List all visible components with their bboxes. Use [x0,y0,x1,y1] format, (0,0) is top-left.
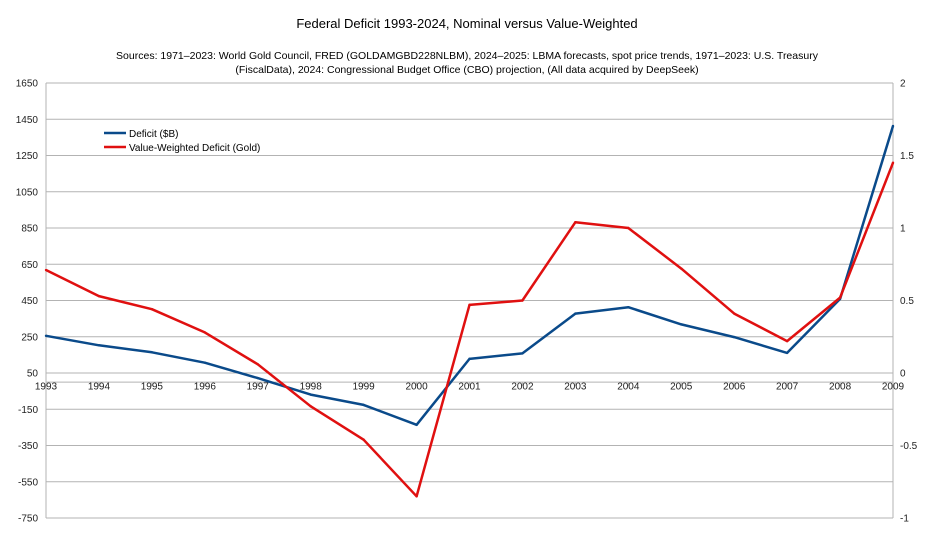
data-point [574,312,577,315]
y-right-tick-label: 2 [900,79,906,90]
y-left-tick-label: 1450 [16,115,39,126]
data-point [362,438,365,441]
data-point [521,352,524,355]
series-line-0 [45,125,895,427]
data-point [362,403,365,407]
axes: 1650 1450 1250 1050 850 650 450 250 50 -150 -350 -5… [16,79,918,525]
x-tick-label: 2007 [776,382,799,393]
data-point [97,294,101,298]
data-point [468,357,471,361]
x-tick-label: 2000 [405,382,428,393]
data-point [521,299,524,302]
x-tick-label: 2006 [723,382,746,393]
data-point [891,161,895,164]
data-point [44,334,48,338]
data-point [150,351,154,354]
y-right-tick-label: 1.5 [900,151,914,162]
y-right-tick-label: -0.5 [900,441,918,452]
x-tick-label: 1993 [35,382,58,393]
x-tick-label: 1998 [300,382,323,393]
data-point [680,267,683,270]
x-tick-label: 1997 [247,382,270,393]
legend: Deficit ($B) Value-Weighted Deficit (Gol… [104,129,260,154]
y-left-tick-label: -150 [18,405,38,416]
data-point [256,363,259,366]
data-point [309,393,312,396]
x-tick-label: 1994 [88,382,111,393]
y-right-tick-label: 0 [900,369,906,380]
x-tick-label: 1999 [353,382,376,393]
series-lines [44,124,895,498]
data-point [732,312,736,315]
y-left-tick-label: -750 [18,514,38,525]
y-left-tick-label: 1250 [16,151,39,162]
y-right-tick-label: -1 [900,514,909,525]
x-tick-label: 2008 [829,382,852,393]
data-point [627,306,630,309]
data-point [627,226,630,230]
y-right-tick-label: 0.5 [900,296,914,307]
x-tick-label: 2009 [882,382,905,393]
x-tick-label: 2005 [670,382,693,393]
data-point [150,308,154,311]
data-point [891,124,895,128]
gridlines [46,82,893,519]
y-left-tick-label: 1050 [16,187,39,198]
x-tick-label: 2001 [458,382,481,393]
chart-subtitle-line-2: (FiscalData), 2024: Congressional Budget… [235,64,698,76]
x-tick-label: 1996 [194,382,217,393]
legend-label-value-weighted: Value-Weighted Deficit (Gold) [129,143,260,154]
data-point [785,339,789,343]
data-point [309,405,312,408]
data-point [203,361,207,364]
x-tick-label: 2002 [511,382,534,393]
data-point [203,331,207,334]
legend-label-deficit: Deficit ($B) [129,129,178,140]
y-left-tick-label: 450 [21,296,38,307]
y-left-tick-label: 50 [27,369,39,380]
data-point [680,323,683,326]
chart-subtitle-line-1: Sources: 1971–2023: World Gold Council, … [116,50,819,62]
x-tick-label: 2003 [564,382,587,393]
data-point [97,344,101,347]
y-right-tick-label: 1 [900,224,906,235]
y-left-tick-label: 250 [21,332,38,343]
data-point [468,303,471,307]
data-point [256,376,259,380]
y-left-tick-label: 850 [21,224,38,235]
data-point [732,335,736,339]
y-left-tick-label: 650 [21,260,38,271]
x-tick-label: 1995 [141,382,164,393]
data-point [415,495,418,498]
data-point [785,351,789,355]
data-point [838,296,842,299]
data-point [574,221,577,224]
y-left-tick-label: 1650 [16,79,39,90]
data-point [44,268,48,272]
data-point [415,423,418,427]
series-line-1 [45,162,895,498]
x-tick-label: 2004 [617,382,640,393]
y-left-tick-label: -550 [18,477,38,488]
y-left-tick-label: -350 [18,441,38,452]
chart-title: Federal Deficit 1993-2024, Nominal versu… [296,16,637,31]
